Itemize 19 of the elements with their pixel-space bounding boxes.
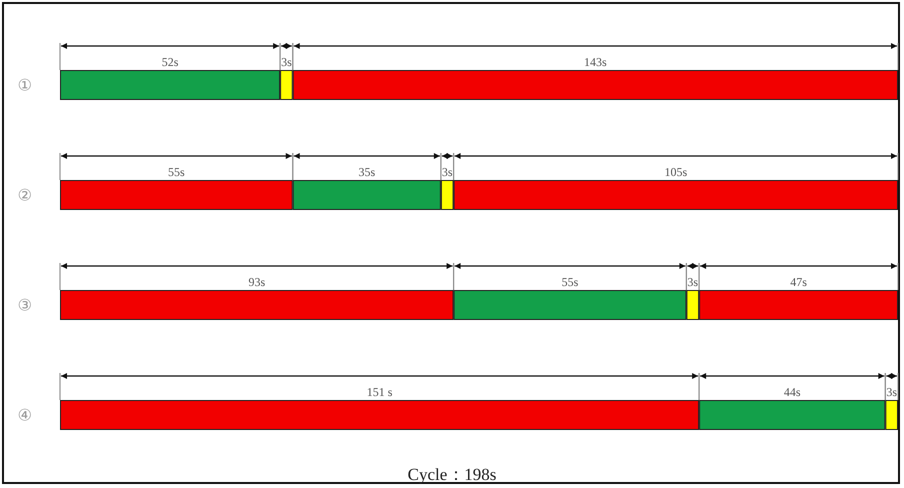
y-tick-label: ③: [18, 296, 32, 314]
y-tick-label: ①: [18, 76, 32, 94]
data-label: 3s: [687, 275, 698, 289]
data-label: 44s: [784, 385, 801, 399]
data-label: 105s: [664, 165, 688, 179]
data-label: 3s: [442, 165, 453, 179]
data-label: 55s: [562, 275, 579, 289]
y-tick-label: ②: [18, 186, 32, 204]
data-label: 47s: [790, 275, 808, 289]
data-label: 52s: [162, 55, 179, 69]
data-label: 55s: [168, 165, 186, 179]
y-tick-label: ④: [18, 406, 32, 424]
data-label: 143s: [584, 55, 608, 69]
data-label: 93s: [248, 275, 266, 289]
x-axis-title: Cycle：198s: [408, 465, 496, 484]
data-label: 35s: [358, 165, 376, 179]
data-label: 3s: [886, 385, 898, 399]
data-label: 3s: [281, 55, 292, 69]
data-label: 151 s: [366, 385, 393, 399]
